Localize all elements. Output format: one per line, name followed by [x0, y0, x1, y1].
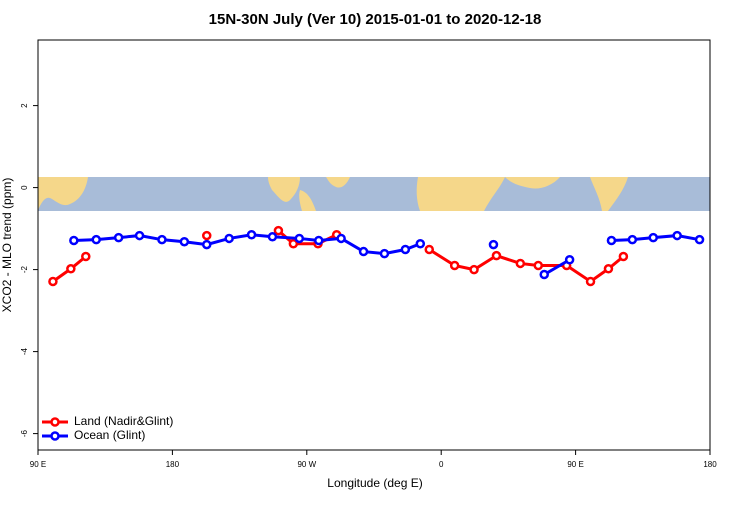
legend-marker	[50, 417, 60, 427]
legend-marker	[50, 431, 60, 441]
data-point	[603, 264, 614, 274]
y-tick-label: -6	[20, 429, 29, 437]
y-tick-label: 2	[20, 103, 29, 108]
x-tick-label: 180	[166, 460, 180, 469]
data-point	[449, 260, 460, 271]
data-point	[336, 233, 346, 244]
data-point	[313, 235, 324, 246]
data-point	[358, 246, 369, 257]
data-point	[585, 276, 596, 287]
legend-label: Ocean (Glint)	[74, 428, 145, 442]
y-tick-label: 0	[20, 185, 29, 190]
x-tick-label: 0	[439, 460, 444, 469]
data-point	[246, 230, 257, 240]
data-point	[694, 234, 705, 245]
data-point	[618, 251, 629, 262]
chart-title: 15N-30N July (Ver 10) 2015-01-01 to 2020…	[209, 11, 542, 28]
data-point	[564, 255, 575, 265]
map-background	[38, 177, 710, 211]
y-tick-label: -2	[20, 265, 29, 273]
x-tick-label: 90 W	[297, 460, 316, 469]
data-point	[469, 264, 479, 275]
data-point	[66, 264, 76, 274]
data-point	[424, 244, 435, 255]
data-point	[113, 232, 124, 243]
x-tick-label: 180	[703, 460, 717, 469]
y-axis-label: XCO2 - MLO trend (ppm)	[0, 178, 14, 313]
data-point	[491, 250, 502, 261]
x-tick-label: 90 E	[30, 460, 46, 469]
data-point	[400, 244, 411, 255]
data-point	[539, 269, 549, 280]
x-tick-label: 90 E	[567, 460, 583, 469]
data-point	[606, 235, 617, 246]
data-point	[488, 239, 499, 250]
data-point	[157, 234, 167, 245]
plot-frame	[37, 39, 711, 451]
data-point	[201, 239, 212, 250]
data-point	[288, 239, 299, 249]
y-tick-label: -4	[20, 347, 29, 355]
data-point	[179, 236, 190, 247]
data-point	[273, 225, 284, 236]
data-point	[81, 251, 91, 262]
data-point	[415, 239, 426, 249]
data-point	[294, 233, 305, 244]
x-axis-label: Longitude (deg E)	[327, 476, 422, 490]
data-point	[515, 258, 526, 269]
data-point	[648, 232, 659, 243]
legend-label: Land (Nadir&Glint)	[74, 414, 173, 428]
data-point	[134, 230, 145, 241]
data-point	[201, 230, 212, 241]
data-point	[533, 260, 544, 271]
data-point	[69, 235, 79, 246]
data-point	[91, 234, 101, 245]
data-point	[48, 276, 58, 287]
data-point	[379, 248, 390, 259]
data-point	[627, 234, 638, 245]
data-point	[672, 230, 682, 241]
data-point	[224, 233, 234, 244]
data-point	[267, 232, 278, 242]
